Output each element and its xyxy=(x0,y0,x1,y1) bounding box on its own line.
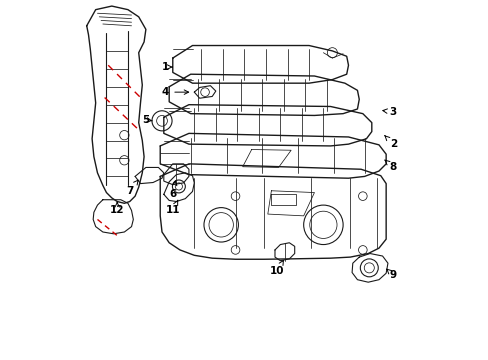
Text: 3: 3 xyxy=(382,107,396,117)
Text: 9: 9 xyxy=(386,269,396,280)
Text: 8: 8 xyxy=(384,160,396,172)
Text: 12: 12 xyxy=(110,202,124,216)
Text: 6: 6 xyxy=(169,181,177,199)
Text: 7: 7 xyxy=(126,180,138,196)
Text: 11: 11 xyxy=(165,200,180,216)
Text: 10: 10 xyxy=(269,261,284,276)
Text: 4: 4 xyxy=(162,87,188,97)
Text: 2: 2 xyxy=(384,136,396,149)
Text: 5: 5 xyxy=(142,115,152,125)
Text: 1: 1 xyxy=(162,62,172,72)
